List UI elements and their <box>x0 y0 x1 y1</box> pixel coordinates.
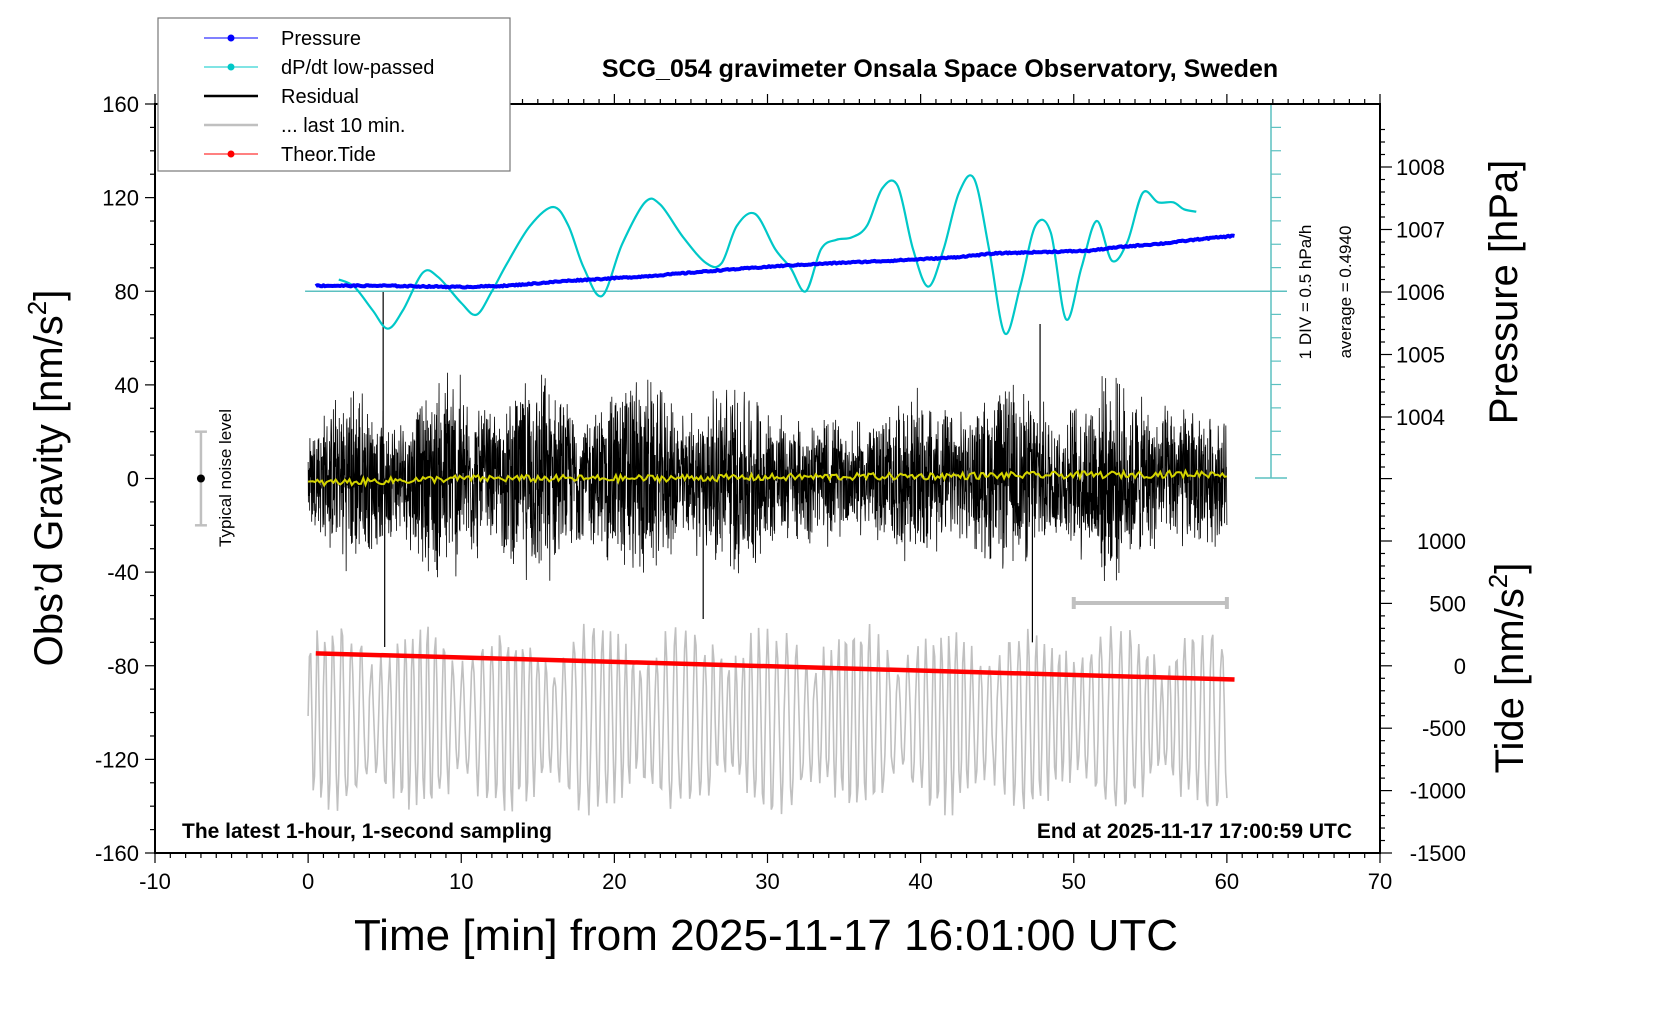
y-tick-label-tide: 500 <box>1429 591 1466 616</box>
legend-item: Theor.Tide <box>204 144 376 166</box>
x-tick-label: 30 <box>755 869 779 894</box>
y-tick-label-left: -40 <box>107 560 139 585</box>
div-scale-label: 1 DIV = 0.5 hPa/h <box>1296 225 1315 360</box>
legend: Pressure dP/dt low-passed Residual ... last… <box>157 17 511 172</box>
legend-item: Pressure <box>204 28 361 50</box>
y-tick-label-pressure: 1007 <box>1396 218 1445 243</box>
y-axis-label-tide: Tide [nm/s2] <box>1483 563 1532 774</box>
y-tick-label-left: 0 <box>127 467 139 492</box>
legend-label: Residual <box>281 86 359 108</box>
y-axis-label-left-text: Obs’d Gravity [nm/s <box>27 315 71 666</box>
legend-swatch-dot <box>227 34 235 42</box>
sampling-note: The latest 1-hour, 1-second sampling <box>182 820 552 843</box>
y-axis-label-tide-text: Tide [nm/s <box>1488 588 1532 773</box>
tide-series <box>315 651 1235 682</box>
x-tick-label: 40 <box>908 869 932 894</box>
pressure-line <box>314 233 1235 290</box>
y-tick-label-left: 40 <box>115 373 139 398</box>
legend-item: dP/dt low-passed <box>204 57 434 79</box>
y-tick-label-left: 80 <box>115 279 139 304</box>
residual-line <box>307 372 1228 582</box>
y-tick-label-tide: 1000 <box>1417 529 1466 554</box>
y-tick-label-pressure: 1006 <box>1396 280 1445 305</box>
x-tick-label: 70 <box>1368 869 1392 894</box>
x-tick-label: 60 <box>1215 869 1239 894</box>
y-tick-label-left: -80 <box>107 654 139 679</box>
y-tick-label-pressure: 1008 <box>1396 155 1445 180</box>
last-10-min-bar <box>1071 597 1229 609</box>
superscript-2: 2 <box>22 301 52 315</box>
legend-swatch-dot <box>227 150 235 158</box>
end-time-note: End at 2025-11-17 17:00:59 UTC <box>1037 820 1352 843</box>
y-axis-label-left: Obs’d Gravity [nm/s2] <box>22 290 71 667</box>
dpdt-line <box>338 174 1197 335</box>
last-10-min-line <box>307 623 1228 816</box>
x-tick-label: -10 <box>139 869 171 894</box>
legend-label: Theor.Tide <box>281 144 376 166</box>
residual-series <box>307 291 1228 648</box>
noise-center-dot <box>196 474 205 483</box>
x-tick-label: 0 <box>302 869 314 894</box>
pressure-series <box>314 233 1235 290</box>
legend-item: Residual <box>204 86 359 108</box>
y-tick-label-pressure: 1004 <box>1396 405 1445 430</box>
x-tick-label: 50 <box>1062 869 1086 894</box>
y-tick-label-tide: -1500 <box>1410 841 1466 866</box>
superscript-2: 2 <box>1483 574 1513 588</box>
y-tick-label-left: -160 <box>95 841 139 866</box>
average-label: average = 0.4940 <box>1336 226 1355 359</box>
legend-item: ... last 10 min. <box>204 115 406 137</box>
y-tick-label-tide: 0 <box>1454 654 1466 679</box>
legend-label: Pressure <box>281 28 361 50</box>
noise-level-label: Typical noise level <box>216 409 235 547</box>
noise-level-marker <box>194 430 207 527</box>
y-tick-label-left: 160 <box>102 92 139 117</box>
axis-ticks <box>145 94 1392 863</box>
residual-smoothed-series <box>308 468 1228 488</box>
tick-labels: -10 0 10 20 30 40 50 60 70 160 120 80 40 0 -40 -80 -120 -… <box>95 92 1466 894</box>
legend-label: dP/dt low-passed <box>281 57 434 79</box>
tide-line <box>315 651 1235 682</box>
legend-swatch-dot <box>227 63 235 71</box>
legend-label: ... last 10 min. <box>281 115 406 137</box>
chart-title: SCG_054 gravimeter Onsala Space Observat… <box>602 55 1278 83</box>
x-axis-label: Time [min] from 2025-11-17 16:01:00 UTC <box>354 911 1178 960</box>
dpdt-series <box>338 174 1197 335</box>
y-tick-label-left: -120 <box>95 747 139 772</box>
last-10-min-series <box>307 623 1228 816</box>
residual-smoothed-line <box>308 468 1228 488</box>
x-tick-label: 20 <box>602 869 626 894</box>
x-tick-label: 10 <box>449 869 473 894</box>
y-tick-label-tide: -500 <box>1422 716 1466 741</box>
y-tick-label-left: 120 <box>102 186 139 211</box>
y-tick-label-pressure: 1005 <box>1396 343 1445 368</box>
y-tick-label-tide: -1000 <box>1410 779 1466 804</box>
y-axis-label-pressure: Pressure [hPa] <box>1482 160 1526 425</box>
legend-box <box>157 17 511 172</box>
